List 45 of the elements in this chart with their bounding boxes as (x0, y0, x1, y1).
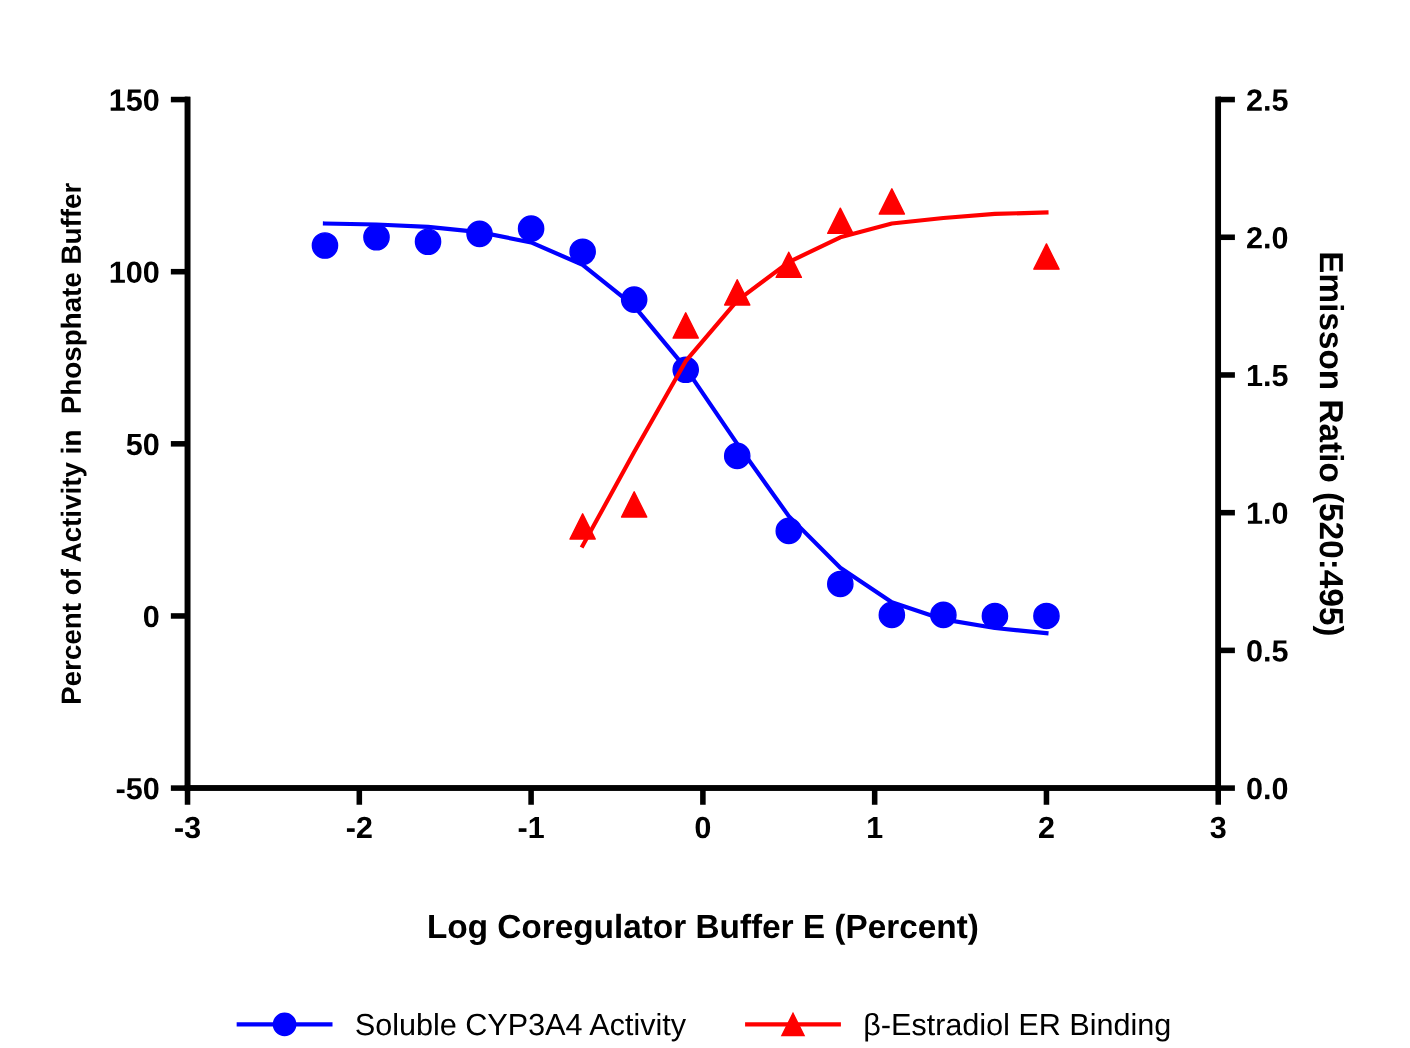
x-tick-label: 1 (868, 817, 883, 839)
y-tick-label: 50 (126, 433, 159, 456)
x-tick-label: 2 (1039, 816, 1054, 839)
point (414, 228, 442, 256)
point (311, 232, 339, 259)
y2-tick-label: 2.0 (1247, 227, 1288, 249)
y-axis-title: Percent of Activity in Phosphate Buffer (60, 183, 87, 704)
y-tick-label: -50 (116, 777, 159, 800)
point (981, 602, 1009, 630)
point (466, 220, 493, 248)
point (827, 570, 854, 598)
point (620, 286, 648, 313)
x-tick-label: -2 (346, 816, 372, 839)
y2-tick-label: 0.0 (1247, 777, 1288, 800)
point (1033, 602, 1060, 630)
y2-axis-title: Emisson Ratio (520:495) (1312, 253, 1345, 635)
y-tick-label: 0 (143, 605, 159, 628)
x-tick-label: -1 (518, 817, 544, 839)
point (363, 223, 390, 251)
x-axis-title: Log Coregulator Buffer E (Percent) (429, 913, 978, 946)
point (878, 601, 906, 629)
point (878, 188, 906, 215)
y2-tick-label: 2.5 (1247, 89, 1288, 111)
legend-label: Soluble CYP3A4 Activity (356, 1012, 686, 1042)
y2-tick-label: 1.5 (1247, 365, 1288, 387)
point (827, 207, 854, 235)
point (723, 279, 751, 306)
point (569, 238, 596, 266)
y-tick-label: 150 (110, 89, 159, 111)
y2-tick-label: 1.0 (1247, 502, 1288, 525)
point (517, 215, 545, 242)
point (775, 251, 803, 279)
x-tick-label: 0 (695, 816, 711, 839)
point (723, 442, 751, 470)
point (672, 312, 700, 339)
y-tick-label: 100 (110, 261, 159, 284)
point (930, 601, 957, 629)
point (620, 491, 648, 518)
x-tick-label: -3 (175, 816, 201, 839)
point (569, 513, 596, 540)
x-tick-label: 3 (1210, 816, 1226, 839)
point (775, 517, 803, 545)
point (1033, 243, 1060, 270)
legend-label: β-Estradiol ER Binding (865, 1012, 1170, 1042)
y2-tick-label: 0.5 (1247, 640, 1288, 662)
